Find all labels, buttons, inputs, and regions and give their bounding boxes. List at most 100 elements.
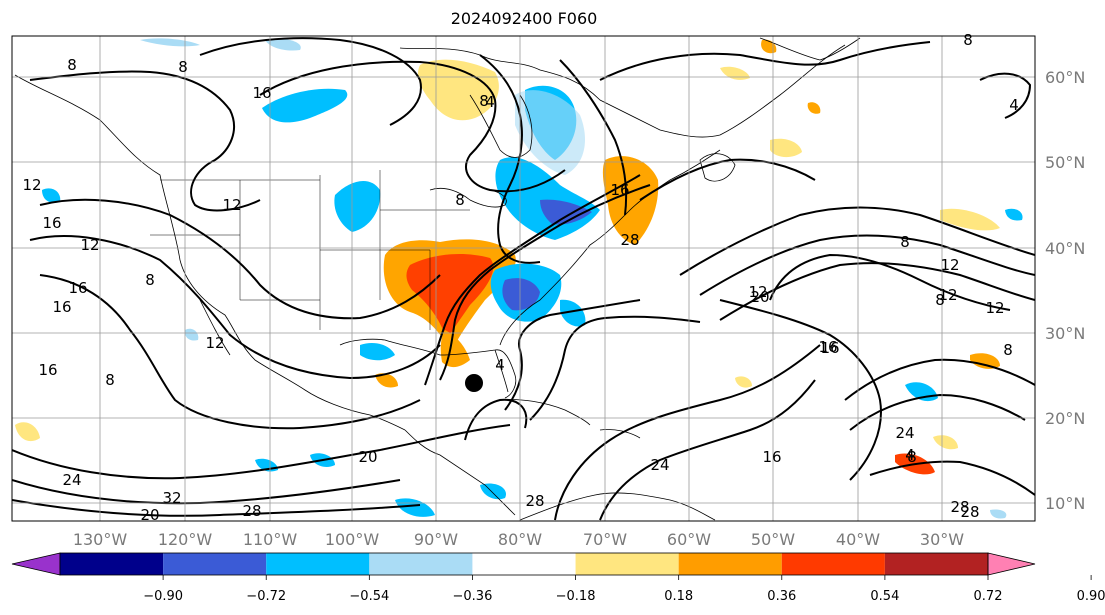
contour-line xyxy=(844,358,1035,401)
longitude-label: 80°W xyxy=(498,530,542,549)
contour-value-label: 8 xyxy=(963,31,973,49)
contour-value-label: 8 xyxy=(145,271,155,289)
colorbar-segment xyxy=(781,553,885,575)
negative-anomaly-patch xyxy=(1005,208,1023,221)
colorbar-extend-high xyxy=(987,552,1036,576)
contour-value-label: 12 xyxy=(940,256,959,274)
negative-anomaly-northwest xyxy=(262,88,348,123)
coastline-cuba xyxy=(499,399,591,426)
longitude-label: 50°W xyxy=(751,530,795,549)
strong-negative-anomaly xyxy=(502,278,540,311)
positive-anomaly-patch xyxy=(807,102,821,114)
contour-line xyxy=(599,41,931,81)
weak-negative-canada xyxy=(515,90,585,175)
contour-line xyxy=(699,234,1035,296)
longitude-label: 110°W xyxy=(243,530,298,549)
contour-line xyxy=(559,59,628,216)
contour-value-label: 16 xyxy=(818,338,837,356)
latitude-label: 30°N xyxy=(1045,324,1085,343)
map-title: 2024092400 F060 xyxy=(450,9,598,28)
negative-anomaly-patch xyxy=(265,38,301,51)
contour-value-label: 4 xyxy=(495,356,505,374)
colorbar-segment xyxy=(60,553,164,575)
coastline-florida xyxy=(494,349,509,393)
negative-anomaly-gulf xyxy=(360,343,395,361)
contour-value-label: 20 xyxy=(140,506,159,524)
colorbar-segment xyxy=(472,553,576,575)
contour-line xyxy=(849,393,1026,431)
contour-value-label: 8 xyxy=(1003,341,1013,359)
contour-line xyxy=(639,158,816,201)
contour-value-label: 8 xyxy=(67,56,77,74)
contour-value-label: 16 xyxy=(68,279,87,297)
contour-value-label: 12 xyxy=(22,176,41,194)
contour-line xyxy=(12,499,421,517)
map-frame xyxy=(11,35,1036,522)
colorbar-segment xyxy=(884,553,988,575)
contour-value-label: 20 xyxy=(358,448,377,466)
latitude-label: 10°N xyxy=(1045,494,1085,513)
contour-value-label: 8 xyxy=(935,291,945,309)
contour-line xyxy=(479,54,541,264)
colorbar-extend-low xyxy=(11,552,61,576)
colorbar-tick-label: −0.72 xyxy=(246,589,286,604)
contour-value-label: 12 xyxy=(748,283,767,301)
longitude-label: 130°W xyxy=(73,530,128,549)
strong-negative-band xyxy=(540,199,592,225)
coastline-baja xyxy=(199,299,231,356)
contour-value-label: 8 xyxy=(907,448,917,466)
contour-value-label: 16 xyxy=(42,214,61,232)
colorbar: −0.90 −0.72 −0.54 −0.36 −0.18 0.18 0.36 0.54 0.7… xyxy=(11,552,1105,604)
positive-anomaly-patch xyxy=(375,373,398,388)
contour-value-label: 28 xyxy=(242,502,261,520)
coastline-hispaniola xyxy=(599,429,641,439)
contour-value-label: 8 xyxy=(479,92,489,110)
contour-value-label: 28 xyxy=(950,498,969,516)
latitude-label: 50°N xyxy=(1045,153,1085,172)
positive-anomaly-patch xyxy=(970,353,1000,369)
coastline-greenland xyxy=(759,37,861,61)
contour-value-label: 8 xyxy=(178,58,188,76)
contour-value-label: 16 xyxy=(52,298,71,316)
longitude-label: 70°W xyxy=(583,530,627,549)
positive-anomaly-patch xyxy=(933,435,958,450)
contour-value-label: 32 xyxy=(162,489,181,507)
positive-anomaly-patch xyxy=(940,208,1000,231)
contour-line xyxy=(599,379,816,521)
contour-line xyxy=(39,198,441,320)
contour-value-label: 24 xyxy=(650,456,669,474)
contour-line xyxy=(679,206,1035,276)
contour-value-label: 8 xyxy=(105,371,115,389)
longitude-label: 90°W xyxy=(414,530,458,549)
height-contours xyxy=(12,37,1035,521)
contour-value-label: 16 xyxy=(762,448,781,466)
longitude-label: 30°W xyxy=(920,530,964,549)
coastline-gulf xyxy=(339,338,517,399)
positive-anomaly-patch xyxy=(770,138,802,158)
colorbar-tick-label: −0.36 xyxy=(453,589,493,604)
contour-value-label: 4 xyxy=(485,93,495,111)
contour-value-label: 12 xyxy=(985,299,1004,317)
contour-line xyxy=(529,315,701,421)
contour-line xyxy=(979,72,1032,119)
colorbar-tick-label: 0.36 xyxy=(767,589,796,604)
negative-anomaly-patch xyxy=(42,188,61,203)
contour-value-label: 28 xyxy=(525,492,544,510)
positive-anomaly-hudson xyxy=(418,59,499,121)
contour-value-label: 28 xyxy=(960,503,979,521)
contour-line xyxy=(869,460,1035,496)
contour-line xyxy=(424,174,641,386)
contour-value-label: 16 xyxy=(610,181,629,199)
contour-value-label: 4 xyxy=(1009,96,1019,114)
positive-anomaly-patch xyxy=(720,66,750,80)
colorbar-segment xyxy=(163,553,267,575)
contour-line xyxy=(719,299,882,481)
contour-line xyxy=(29,235,441,380)
longitude-label: 40°W xyxy=(836,530,880,549)
coastlines xyxy=(14,37,861,521)
contour-value-label: 12 xyxy=(205,334,224,352)
coastline-south-america xyxy=(519,492,716,521)
colorbar-tick-label: −0.54 xyxy=(349,589,389,604)
contour-value-label: 16 xyxy=(38,361,57,379)
